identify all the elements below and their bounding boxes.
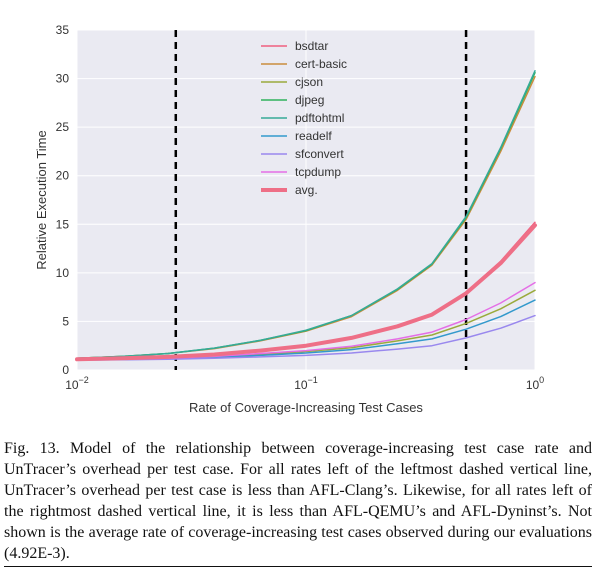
y-tick-label: 25	[56, 120, 70, 134]
series-line	[76, 314, 536, 362]
threshold-lines	[174, 30, 468, 370]
chart-figure: 0 5 10 15 20 25 30 35 10−2 10−1 100 bsdtar cert-bas…	[34, 23, 545, 415]
y-tick-label: 30	[56, 72, 70, 86]
figure-caption: Fig. 13. Model of the relationship betwe…	[4, 440, 592, 562]
legend-label: sfconvert	[295, 147, 344, 161]
x-tick-base: 10	[294, 378, 308, 392]
y-tick-label: 15	[56, 217, 70, 231]
legend-label: readelf	[295, 129, 332, 143]
legend-label: tcpdump	[295, 165, 341, 179]
legend-label: djpeg	[295, 93, 324, 107]
y-tick-label: 35	[56, 23, 70, 37]
y-tick-label: 5	[62, 314, 69, 328]
y-tick-label: 20	[56, 169, 70, 183]
y-axis-label: Relative Execution Time	[34, 130, 49, 269]
x-tick-label: 100	[526, 375, 544, 392]
x-axis-label: Rate of Coverage-Increasing Test Cases	[189, 400, 423, 415]
legend-label: cert-basic	[295, 57, 347, 71]
legend-label: avg.	[295, 183, 318, 197]
x-tick-exponent: −2	[79, 375, 89, 385]
grid	[76, 29, 536, 371]
x-tick-label: 10−1	[294, 375, 318, 392]
caption-divider	[4, 566, 592, 567]
series-line	[75, 223, 537, 362]
series-lines	[75, 70, 537, 362]
x-tick-label: 10−2	[65, 375, 89, 392]
x-tick-exponent: −1	[308, 375, 318, 385]
y-tick-label: 10	[56, 266, 70, 280]
legend-label: bsdtar	[295, 39, 328, 53]
x-tick-base: 10	[65, 378, 79, 392]
x-tick-exponent: 0	[539, 375, 544, 385]
y-tick-label: 0	[62, 363, 69, 377]
x-tick-base: 10	[526, 378, 540, 392]
series-line	[76, 70, 536, 360]
legend-label: cjson	[295, 75, 323, 89]
legend: bsdtar cert-basic cjson djpeg pdftohtml reade…	[261, 39, 347, 197]
legend-label: pdftohtml	[295, 111, 344, 125]
